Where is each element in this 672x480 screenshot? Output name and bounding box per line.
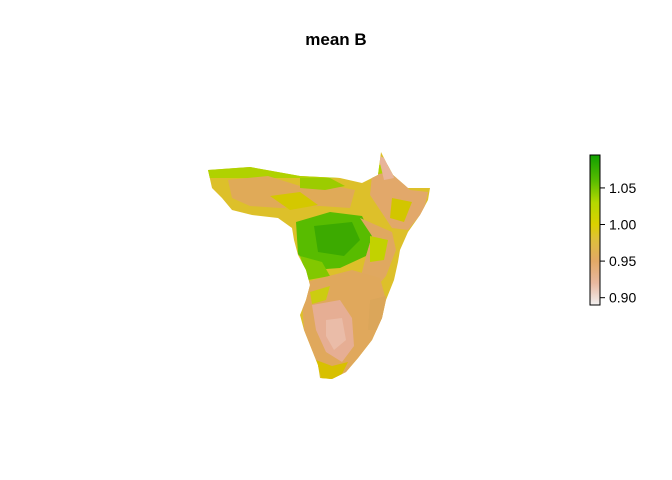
legend-color-bar: [589, 154, 601, 306]
legend-tick-label: 0.90: [609, 290, 636, 306]
legend-tick-label: 1.00: [609, 217, 636, 233]
legend-tick-label: 1.05: [609, 180, 636, 196]
legend-ticks: 0.90 0.95 1.00 1.05: [600, 180, 636, 306]
africa-raster: [208, 152, 430, 379]
plot-title: mean B: [305, 30, 367, 49]
color-legend: 0.90 0.95 1.00 1.05: [589, 154, 636, 306]
legend-tick-label: 0.95: [609, 253, 636, 269]
